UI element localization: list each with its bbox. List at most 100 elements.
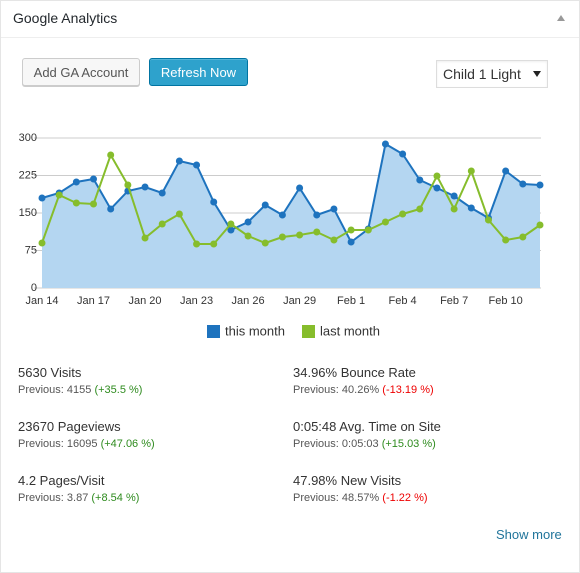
point [72,178,80,186]
point [210,198,218,206]
change: (+47.06 %) [100,438,155,450]
x-tick-label: Jan 14 [25,295,58,307]
point [347,238,355,246]
point [416,176,424,184]
point [296,184,304,192]
y-tick-label: 0 [31,282,37,294]
stat-label: 47.98% New Visits [293,473,402,488]
point [399,210,407,218]
stat-label: 23670 Pageviews [18,419,121,434]
point [55,191,63,199]
button[interactable]: Refresh Now [149,58,248,86]
x-tick-label: Feb 4 [389,295,417,307]
point [450,192,458,200]
previous-value: Previous: 48.57% [293,492,380,504]
select-arrow [533,71,541,77]
point [296,231,304,239]
stat-label: 34.96% Bounce Rate [293,365,416,380]
point [158,220,166,228]
point [107,151,115,159]
point [210,240,218,248]
point [416,205,424,213]
stat: 34.96% Bounce Rate Previous: 40.26% (-13.… [293,365,553,396]
point [175,157,183,165]
point [124,181,132,189]
point [193,161,201,169]
point [467,204,475,212]
point [261,239,269,247]
widget-header: Google Analytics [1,1,579,38]
point [399,150,407,158]
point [175,210,183,218]
stat: 47.98% New Visits Previous: 48.57% (-1.22… [293,473,553,504]
previous-value: Previous: 4155 [18,384,92,396]
point [244,218,252,226]
line [41,152,541,245]
point [502,236,510,244]
point [278,233,286,241]
point [38,239,46,247]
change: (-1.22 %) [382,492,428,504]
point [90,200,98,208]
point [261,201,269,209]
change: (+35.5 %) [94,384,143,396]
x-tick-label: Feb 7 [440,295,468,307]
stat-label: 5630 Visits [18,365,82,380]
point [519,180,527,188]
stat: 4.2 Pages/Visit Previous: 3.87 (+8.54 %) [18,473,278,504]
show-more-link[interactable]: Show more [496,527,562,542]
stat-previous: Previous: 48.57% (-1.22 %) [293,492,553,504]
stat-previous: Previous: 16095 (+47.06 %) [18,438,278,450]
legend-swatch [302,325,315,338]
point [433,172,441,180]
y-tick-label: 150 [19,207,37,219]
x-tick-label: Jan 17 [77,295,110,307]
stat-previous: Previous: 3.87 (+8.54 %) [18,492,278,504]
point [141,234,149,242]
point [364,226,372,234]
point [313,211,321,219]
point [141,183,149,191]
point [381,140,389,148]
y-tick-label: 300 [19,132,37,144]
previous-value: Previous: 40.26% [293,384,380,396]
x-tick-label: Feb 1 [337,295,365,307]
point [227,226,235,234]
legend-swatch [207,325,220,338]
point [536,221,544,229]
change: (+8.54 %) [91,492,140,504]
chart: 0 75 150 225 300 Jan 14 Jan 17 Jan 20 Jan 23 Jan … [19,132,544,338]
select[interactable]: Child 1 Light [436,60,548,88]
x-tick-label: Jan 29 [283,295,316,307]
point [484,216,492,224]
point [330,205,338,213]
stat: 23670 Pageviews Previous: 16095 (+47.06 %… [18,419,278,450]
point [278,211,286,219]
previous-value: Previous: 0:05:03 [293,438,379,450]
change: (+15.03 %) [381,438,436,450]
point [107,205,115,213]
collapse-toggle[interactable] [556,14,566,22]
legend-label: last month [320,323,380,338]
point [502,167,510,175]
point [467,167,475,175]
point [244,232,252,240]
widget-title: Google Analytics [13,10,118,26]
point [90,175,98,183]
button[interactable]: Add GA Account [22,58,140,86]
point [347,226,355,234]
point [433,184,441,192]
point [381,218,389,226]
point [519,233,527,241]
select-value: Child 1 Light [443,66,521,82]
y-tick-label: 225 [19,169,37,181]
point [158,189,166,197]
previous-value: Previous: 16095 [18,438,98,450]
previous-value: Previous: 3.87 [18,492,89,504]
x-tick-label: Jan 20 [129,295,162,307]
point [38,194,46,202]
point [313,228,321,236]
stat-previous: Previous: 4155 (+35.5 %) [18,384,278,396]
stat-previous: Previous: 0:05:03 (+15.03 %) [293,438,553,450]
